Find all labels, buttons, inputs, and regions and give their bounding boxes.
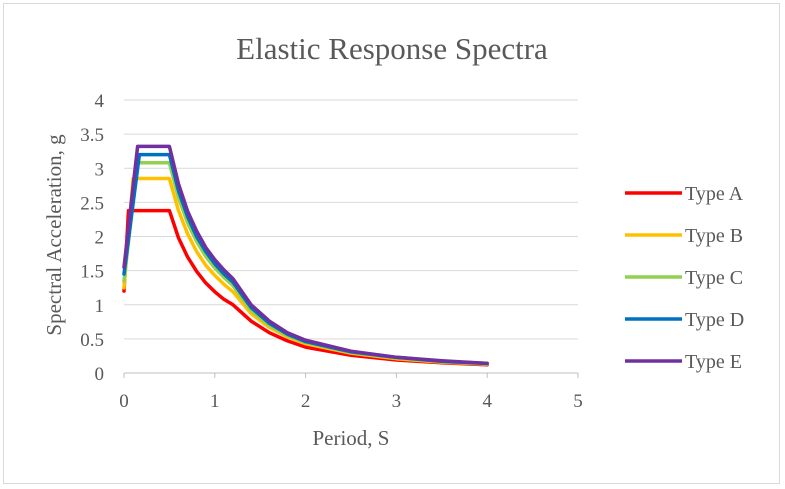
- series-line-type-b: [122, 176, 489, 366]
- y-axis-label: Spectral Acceleration, g: [42, 134, 66, 336]
- x-tick-label: 3: [392, 391, 402, 412]
- y-tick-label: 2: [95, 228, 105, 249]
- y-tick-label: 3: [95, 159, 105, 180]
- x-tick-label: 4: [482, 391, 492, 412]
- series-line-type-e: [122, 144, 489, 366]
- legend-label-type-b: Type B: [685, 225, 743, 247]
- chart-frame: [3, 3, 780, 484]
- x-tick-label: 0: [119, 391, 129, 412]
- axes: 0 0.5 1 1.5 2 2.5 3 3.5 4 0 1 2 3 4 5: [80, 91, 583, 412]
- y-tick-label: 1: [95, 296, 105, 317]
- legend-label-type-a: Type A: [685, 183, 744, 205]
- gridlines: [124, 99, 578, 340]
- x-tick-label: 2: [301, 391, 311, 412]
- series-lines: [122, 144, 489, 367]
- legend-label-type-e: Type E: [685, 351, 742, 373]
- x-tick-label: 1: [210, 391, 220, 412]
- legend-label-type-c: Type C: [685, 267, 743, 289]
- x-axis-label: Period, S: [312, 426, 389, 450]
- y-tick-label: 0.5: [80, 330, 104, 351]
- chart-title: Elastic Response Spectra: [236, 31, 548, 66]
- x-tick-label: 5: [573, 391, 583, 412]
- y-tick-label: 1.5: [80, 262, 104, 283]
- legend: Type A Type B Type C Type D Type E: [625, 183, 744, 373]
- legend-label-type-d: Type D: [685, 309, 744, 331]
- y-tick-label: 0: [95, 364, 105, 385]
- y-tick-label: 4: [95, 91, 105, 112]
- y-tick-label: 3.5: [80, 125, 104, 146]
- y-tick-label: 2.5: [80, 193, 104, 214]
- series-line-type-a: [122, 208, 489, 367]
